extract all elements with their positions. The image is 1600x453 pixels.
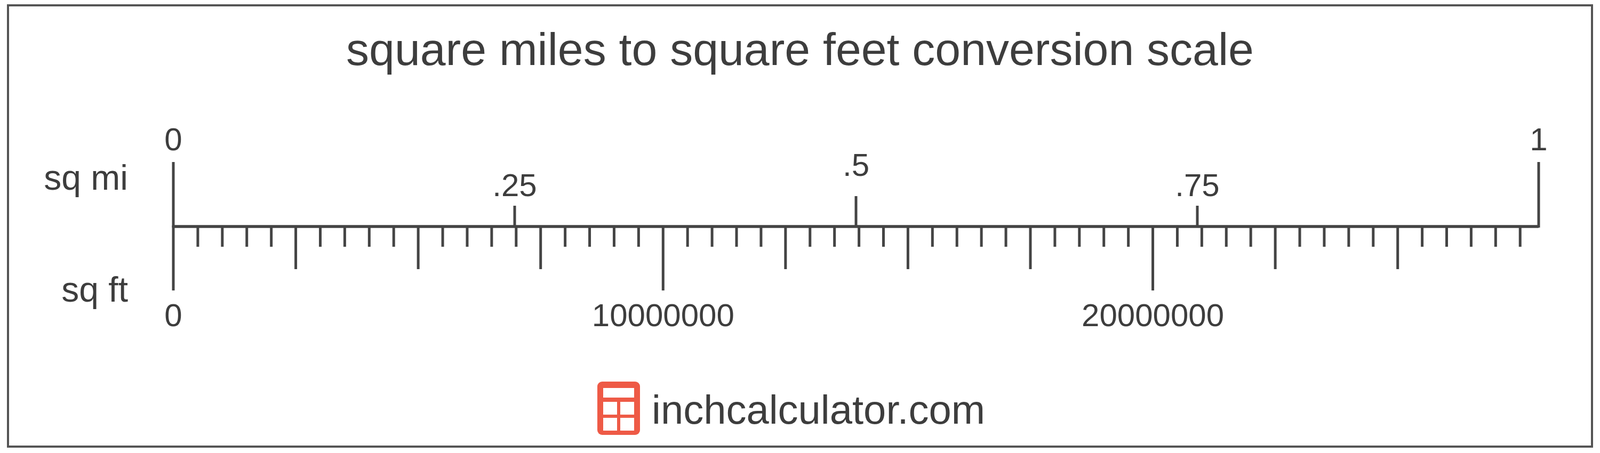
minor-tick xyxy=(637,226,640,247)
minor-tick xyxy=(1347,226,1350,247)
minor-tick xyxy=(759,226,763,247)
minor-tick xyxy=(563,226,567,247)
tick-label: .5 xyxy=(842,147,870,183)
tick xyxy=(513,205,517,228)
minor-tick xyxy=(465,226,469,247)
tick-label: 0 xyxy=(164,297,182,334)
mid-tick xyxy=(539,226,542,270)
minor-tick xyxy=(1249,226,1253,247)
tick xyxy=(172,225,175,291)
minor-tick xyxy=(1518,226,1522,247)
minor-tick xyxy=(368,226,371,247)
minor-tick xyxy=(1225,226,1228,247)
minor-tick xyxy=(1126,226,1130,247)
minor-tick xyxy=(710,226,714,247)
minor-tick xyxy=(245,226,248,247)
tick xyxy=(1537,162,1541,228)
mid-tick xyxy=(906,226,910,270)
tick-label: .75 xyxy=(1174,167,1220,204)
tick xyxy=(661,225,665,291)
tick xyxy=(172,162,175,228)
minor-tick xyxy=(833,226,836,247)
tick xyxy=(1196,205,1199,228)
minor-tick xyxy=(196,226,199,247)
tick-label: 20000000 xyxy=(1081,297,1224,334)
minor-tick xyxy=(1077,226,1081,247)
minor-tick xyxy=(1445,226,1448,247)
minor-tick xyxy=(882,226,885,247)
minor-tick xyxy=(343,226,347,247)
logo-key xyxy=(620,402,635,415)
minor-tick xyxy=(514,226,518,247)
minor-tick xyxy=(441,226,445,247)
minor-tick xyxy=(1102,226,1106,247)
scale-label: sq mi xyxy=(43,157,128,198)
minor-tick xyxy=(269,226,273,247)
mid-tick xyxy=(1396,226,1399,270)
minor-tick xyxy=(220,226,224,247)
logo-key xyxy=(603,418,618,431)
tick-label: 1 xyxy=(1529,121,1548,158)
minor-tick xyxy=(955,226,959,247)
minor-tick xyxy=(1322,226,1326,247)
minor-tick xyxy=(931,226,934,247)
minor-tick xyxy=(1469,226,1473,247)
mid-tick xyxy=(784,226,787,270)
tick xyxy=(1151,225,1155,291)
logo-key xyxy=(603,402,618,415)
title: square miles to square feet conversion s… xyxy=(346,23,1254,75)
minor-tick xyxy=(1053,226,1056,247)
tick-label: 0 xyxy=(164,121,182,158)
tick-label: 10000000 xyxy=(592,297,735,334)
minor-tick xyxy=(1494,226,1498,247)
scale-label: sq ft xyxy=(61,269,128,310)
mid-tick xyxy=(1028,226,1032,270)
minor-tick xyxy=(735,226,739,247)
source: inchcalculator.com xyxy=(651,387,986,433)
minor-tick xyxy=(686,226,690,247)
minor-tick xyxy=(857,226,861,247)
minor-tick xyxy=(588,226,591,247)
mid-tick xyxy=(417,226,420,270)
minor-tick xyxy=(1298,226,1302,247)
minor-tick xyxy=(808,226,812,247)
frame xyxy=(8,5,1592,447)
minor-tick xyxy=(980,226,983,247)
minor-tick xyxy=(1200,226,1204,247)
logo-icon xyxy=(597,381,640,436)
minor-tick xyxy=(318,226,322,247)
minor-tick xyxy=(392,226,396,247)
chart: square miles to square feet conversion s… xyxy=(0,0,1600,453)
minor-tick xyxy=(1371,226,1375,247)
axis-line xyxy=(173,225,1539,229)
mid-tick xyxy=(294,226,298,270)
logo-display xyxy=(603,388,635,398)
minor-tick xyxy=(1004,226,1008,247)
logo-body xyxy=(597,381,640,436)
logo-key xyxy=(620,418,635,431)
mid-tick xyxy=(1274,226,1277,270)
minor-tick xyxy=(1420,226,1424,247)
axis-line xyxy=(173,225,1539,229)
minor-tick xyxy=(490,226,493,247)
tick xyxy=(854,196,858,228)
tick-label: .25 xyxy=(492,167,537,204)
minor-tick xyxy=(1176,226,1179,247)
minor-tick xyxy=(612,226,616,247)
